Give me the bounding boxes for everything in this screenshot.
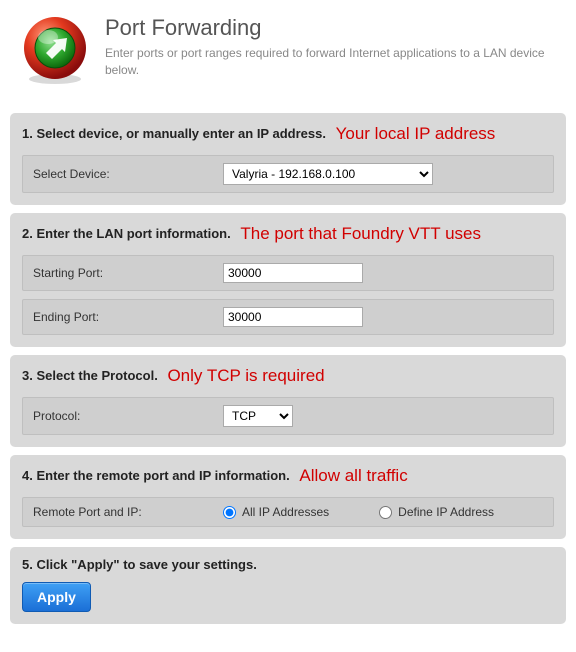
page-title: Port Forwarding xyxy=(105,15,556,41)
select-protocol-dropdown[interactable]: TCP xyxy=(223,405,293,427)
input-ending-port[interactable] xyxy=(223,307,363,327)
header-text: Port Forwarding Enter ports or port rang… xyxy=(105,15,556,79)
select-device-dropdown[interactable]: Valyria - 192.168.0.100 xyxy=(223,163,433,185)
section-title: 5. Click "Apply" to save your settings. xyxy=(22,557,257,572)
radio-define-ip-label: Define IP Address xyxy=(398,505,494,519)
apply-button[interactable]: Apply xyxy=(22,582,91,612)
port-forwarding-icon xyxy=(20,15,90,85)
label-remote: Remote Port and IP: xyxy=(33,505,223,519)
radio-define-ip[interactable]: Define IP Address xyxy=(379,505,494,519)
radio-all-ip-label: All IP Addresses xyxy=(242,505,329,519)
label-ending-port: Ending Port: xyxy=(33,310,223,324)
page-subtitle: Enter ports or port ranges required to f… xyxy=(105,45,556,79)
label-protocol: Protocol: xyxy=(33,409,223,423)
annotation-allow: Allow all traffic xyxy=(299,466,407,485)
label-select-device: Select Device: xyxy=(33,167,223,181)
row-select-device: Select Device: Valyria - 192.168.0.100 xyxy=(22,155,554,193)
radio-define-ip-input[interactable] xyxy=(379,506,392,519)
row-starting-port: Starting Port: xyxy=(22,255,554,291)
row-ending-port: Ending Port: xyxy=(22,299,554,335)
annotation-port: The port that Foundry VTT uses xyxy=(240,224,481,243)
section-remote: 4. Enter the remote port and IP informat… xyxy=(10,455,566,539)
radio-group-remote: All IP Addresses Define IP Address xyxy=(223,505,494,519)
section-protocol: 3. Select the Protocol. Only TCP is requ… xyxy=(10,355,566,447)
page-header: Port Forwarding Enter ports or port rang… xyxy=(0,0,576,105)
section-select-device: 1. Select device, or manually enter an I… xyxy=(10,113,566,205)
annotation-tcp: Only TCP is required xyxy=(167,366,324,385)
label-starting-port: Starting Port: xyxy=(33,266,223,280)
input-starting-port[interactable] xyxy=(223,263,363,283)
section-title: 4. Enter the remote port and IP informat… xyxy=(22,468,290,483)
annotation-ip: Your local IP address xyxy=(336,124,496,143)
row-protocol: Protocol: TCP xyxy=(22,397,554,435)
radio-all-ip[interactable]: All IP Addresses xyxy=(223,505,329,519)
section-title: 1. Select device, or manually enter an I… xyxy=(22,126,326,141)
section-title: 3. Select the Protocol. xyxy=(22,368,158,383)
section-lan-port: 2. Enter the LAN port information. The p… xyxy=(10,213,566,347)
section-title: 2. Enter the LAN port information. xyxy=(22,226,231,241)
row-remote: Remote Port and IP: All IP Addresses Def… xyxy=(22,497,554,527)
section-apply: 5. Click "Apply" to save your settings. … xyxy=(10,547,566,624)
radio-all-ip-input[interactable] xyxy=(223,506,236,519)
